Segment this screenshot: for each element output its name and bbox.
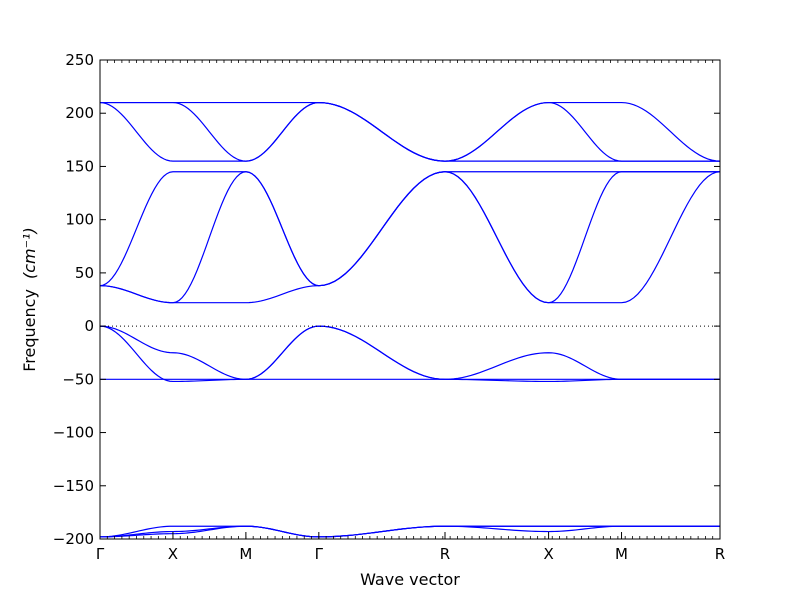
x-tick-label: R	[715, 545, 725, 563]
band-line-12	[99, 525, 720, 538]
y-axis-label-text: Frequency	[20, 289, 39, 372]
plot-frame	[99, 59, 721, 540]
x-tick-label: R	[440, 545, 450, 563]
x-tick-label: X	[168, 545, 178, 563]
x-axis-label: Wave vector	[360, 570, 460, 589]
y-tick-label: −150	[53, 477, 94, 495]
y-tick-label: 200	[65, 104, 94, 122]
x-tick-label: M	[239, 545, 252, 563]
y-tick-label: −200	[53, 530, 94, 548]
y-tick-label: −100	[53, 424, 94, 442]
x-tick-label: Γ	[96, 545, 105, 563]
y-tick-label: −50	[62, 370, 94, 388]
y-tick-label: 50	[75, 264, 94, 282]
x-tick-label: X	[543, 545, 553, 563]
y-tick-label: 250	[65, 51, 94, 69]
band-line-3	[100, 101, 720, 162]
y-axis-label: Frequency (cm⁻¹)	[20, 227, 39, 371]
series-group	[99, 101, 721, 538]
y-tick-label: 100	[65, 211, 94, 229]
x-tick-label: M	[615, 545, 628, 563]
x-tick-label: Γ	[315, 545, 324, 563]
band-line-6	[99, 171, 721, 304]
y-axis-label-unit: (cm⁻¹)	[20, 227, 39, 279]
y-tick-label: 0	[84, 317, 94, 335]
y-tick-label: 150	[65, 157, 94, 175]
